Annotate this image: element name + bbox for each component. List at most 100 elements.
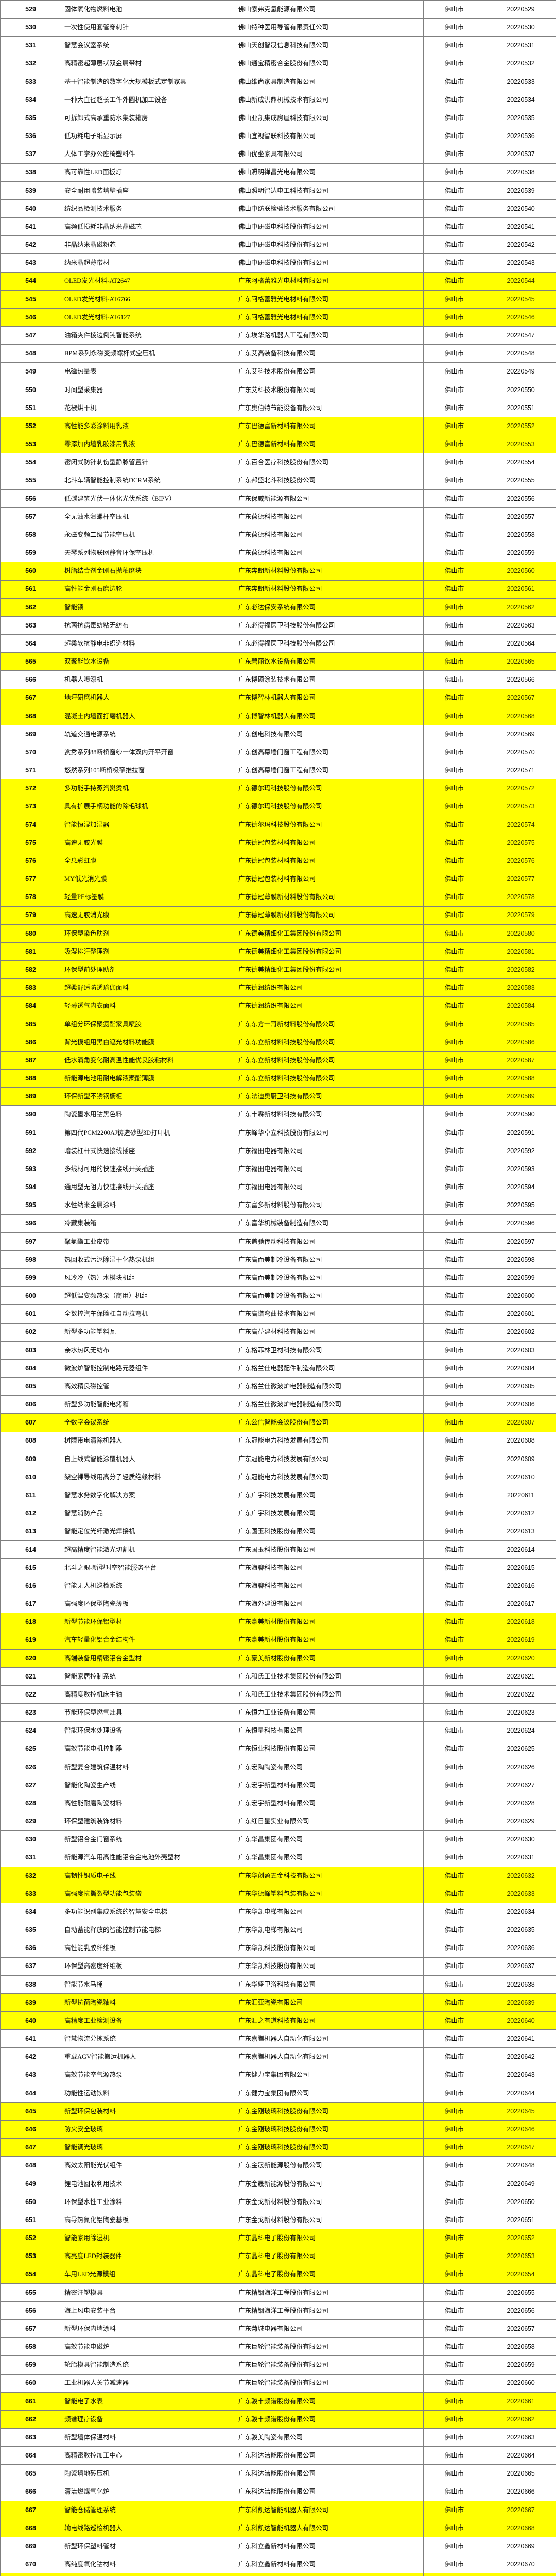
table-row[interactable]: 661 智能电子水表 广东骏丰频谱股份有限公司 佛山市 20220661 xyxy=(0,2392,556,2411)
table-row[interactable]: 558 永磁变频二级节能空压机 广东葆德科技有限公司 佛山市 20220558 xyxy=(0,525,556,545)
cell-serial-number[interactable]: 627 xyxy=(0,1775,61,1795)
cell-company-name[interactable]: 广东金戈新材料股份有限公司 xyxy=(235,2192,424,2211)
cell-product-name[interactable]: 新型节能环保铝型材 xyxy=(61,1613,235,1632)
cell-company-name[interactable]: 广东豪美新材股份有限公司 xyxy=(235,1613,424,1632)
cell-serial-number[interactable]: 666 xyxy=(0,2482,61,2501)
cell-record-code[interactable]: 20220538 xyxy=(485,163,556,182)
cell-serial-number[interactable]: 646 xyxy=(0,2120,61,2139)
cell-product-name[interactable]: 新型环保内墙涂料 xyxy=(61,2319,235,2338)
cell-company-name[interactable]: 广东金刚玻璃科技股份有限公司 xyxy=(235,2102,424,2121)
cell-record-code[interactable]: 20220640 xyxy=(485,2011,556,2030)
table-row[interactable]: 543 纳米晶超薄带材 佛山中研磁电科技股份有限公司 佛山市 20220543 xyxy=(0,253,556,273)
cell-record-code[interactable]: 20220552 xyxy=(485,416,556,436)
cell-city[interactable]: 佛山市 xyxy=(423,2500,485,2519)
cell-company-name[interactable]: 广东高谱弯曲技术有限公司 xyxy=(235,1304,424,1324)
cell-serial-number[interactable]: 580 xyxy=(0,924,61,943)
cell-company-name[interactable]: 广东阿格蕾雅光电材料有限公司 xyxy=(235,290,424,309)
cell-serial-number[interactable]: 552 xyxy=(0,416,61,436)
cell-record-code[interactable]: 20220560 xyxy=(485,562,556,581)
cell-product-name[interactable]: 热回收式污泥除湿干化热泵机组 xyxy=(61,1250,235,1269)
cell-record-code[interactable]: 20220631 xyxy=(485,1848,556,1867)
cell-serial-number[interactable]: 532 xyxy=(0,54,61,73)
cell-record-code[interactable]: 20220540 xyxy=(485,199,556,218)
table-row[interactable]: 628 高性能耐磨陶瓷材料 广东宏宇新型材料有限公司 佛山市 20220628 xyxy=(0,1794,556,1813)
cell-record-code[interactable]: 20220671 xyxy=(485,2573,556,2576)
cell-product-name[interactable]: 智能定位光纤激光焊接机 xyxy=(61,1522,235,1541)
table-row[interactable]: 647 智能调光玻璃 广东金刚玻璃科技股份有限公司 佛山市 20220647 xyxy=(0,2138,556,2157)
cell-city[interactable]: 佛山市 xyxy=(423,507,485,526)
cell-product-name[interactable]: 高性能金刚石磨边轮 xyxy=(61,580,235,599)
cell-serial-number[interactable]: 615 xyxy=(0,1558,61,1577)
cell-serial-number[interactable]: 638 xyxy=(0,1975,61,1994)
table-row[interactable]: 625 高效节能电机控制器 广东恒业科技股份有限公司 佛山市 20220625 xyxy=(0,1739,556,1758)
table-row[interactable]: 641 智慧物流分拣系统 广东嘉腾机器人自动化有限公司 佛山市 20220641 xyxy=(0,2029,556,2048)
cell-company-name[interactable]: 广东格兰仕微波炉电器制造有限公司 xyxy=(235,1377,424,1396)
cell-product-name[interactable]: 赏秀系列88断桥窗纱一体双内开平开窗 xyxy=(61,743,235,762)
table-row[interactable]: 606 新型多功能智能电烤箱 广东格兰仕微波炉电器制造有限公司 佛山市 20220606 xyxy=(0,1395,556,1414)
cell-company-name[interactable]: 广东金刚玻璃科技股份有限公司 xyxy=(235,2138,424,2157)
cell-company-name[interactable]: 广东创高幕墙门窗工程有限公司 xyxy=(235,743,424,762)
cell-company-name[interactable]: 广东德美精细化工集团股份有限公司 xyxy=(235,942,424,961)
cell-company-name[interactable]: 广东德润纺织有限公司 xyxy=(235,978,424,997)
table-row[interactable]: 549 电磁热量表 广东艾科技术股份有限公司 佛山市 20220549 xyxy=(0,362,556,381)
cell-city[interactable]: 佛山市 xyxy=(423,2555,485,2574)
cell-city[interactable]: 佛山市 xyxy=(423,1957,485,1976)
table-row[interactable]: 668 输电线路巡检机器人 广东科凯达智能机器人有限公司 佛山市 20220668 xyxy=(0,2518,556,2538)
cell-city[interactable]: 佛山市 xyxy=(423,127,485,146)
cell-record-code[interactable]: 20220533 xyxy=(485,72,556,91)
cell-serial-number[interactable]: 555 xyxy=(0,471,61,490)
cell-serial-number[interactable]: 597 xyxy=(0,1232,61,1251)
cell-company-name[interactable]: 广东健力宝集团有限公司 xyxy=(235,2065,424,2084)
cell-product-name[interactable]: 聚氨酯工业皮带 xyxy=(61,1232,235,1251)
cell-product-name[interactable]: 花椒烘干机 xyxy=(61,398,235,417)
table-row[interactable]: 534 一种大直径超长工件外圆机加工设备 佛山新成洪鼎机械技术有限公司 佛山市 2022… xyxy=(0,90,556,110)
cell-record-code[interactable]: 20220569 xyxy=(485,724,556,744)
cell-company-name[interactable]: 广东冠能电力科技发展有限公司 xyxy=(235,1431,424,1450)
cell-serial-number[interactable]: 568 xyxy=(0,706,61,725)
cell-serial-number[interactable]: 608 xyxy=(0,1431,61,1450)
cell-serial-number[interactable]: 663 xyxy=(0,2428,61,2447)
cell-record-code[interactable]: 20220657 xyxy=(485,2319,556,2338)
cell-serial-number[interactable]: 534 xyxy=(0,90,61,110)
table-row[interactable]: 631 新能源汽车用高性能铝合金电池外壳型材 广东华昌集团有限公司 佛山市 202206… xyxy=(0,1848,556,1867)
table-row[interactable]: 565 双聚能饮水设备 广东碧丽饮水设备有限公司 佛山市 20220565 xyxy=(0,652,556,671)
cell-company-name[interactable]: 广东科达洁能股份有限公司 xyxy=(235,2464,424,2483)
cell-record-code[interactable]: 20220651 xyxy=(485,2210,556,2230)
cell-serial-number[interactable]: 598 xyxy=(0,1250,61,1269)
table-row[interactable]: 556 低碳建筑光伏一体化光伏系统（BIPV） 广东保威新能源有限公司 佛山市 2022… xyxy=(0,489,556,508)
cell-record-code[interactable]: 20220647 xyxy=(485,2138,556,2157)
table-row[interactable]: 627 智能化陶瓷生产线 广东宏宇新型材料有限公司 佛山市 20220627 xyxy=(0,1775,556,1795)
cell-product-name[interactable]: 智能环保水处理设备 xyxy=(61,1721,235,1740)
cell-record-code[interactable]: 20220535 xyxy=(485,109,556,128)
cell-serial-number[interactable]: 661 xyxy=(0,2392,61,2411)
cell-city[interactable]: 佛山市 xyxy=(423,1775,485,1795)
cell-serial-number[interactable]: 657 xyxy=(0,2319,61,2338)
cell-city[interactable]: 佛山市 xyxy=(423,272,485,291)
table-row[interactable]: 629 环保型建筑装饰材料 广东红日星实业有限公司 佛山市 20220629 xyxy=(0,1812,556,1831)
cell-record-code[interactable]: 20220532 xyxy=(485,54,556,73)
cell-product-name[interactable]: 陶瓷墨水用钴黑色料 xyxy=(61,1105,235,1124)
cell-city[interactable]: 佛山市 xyxy=(423,344,485,363)
cell-record-code[interactable]: 20220615 xyxy=(485,1558,556,1577)
cell-product-name[interactable]: 油箱夹件棱边倒钝智能系统 xyxy=(61,326,235,345)
cell-city[interactable]: 佛山市 xyxy=(423,2229,485,2248)
cell-company-name[interactable]: 广东巨轮智能装备股份有限公司 xyxy=(235,2374,424,2393)
cell-serial-number[interactable]: 660 xyxy=(0,2374,61,2393)
cell-record-code[interactable]: 20220658 xyxy=(485,2337,556,2357)
cell-record-code[interactable]: 20220550 xyxy=(485,380,556,399)
cell-city[interactable]: 佛山市 xyxy=(423,1359,485,1378)
cell-product-name[interactable]: 输电线路巡检机器人 xyxy=(61,2518,235,2538)
table-row[interactable]: 533 基于智能制造的数字化大规模板式定制家具 佛山维尚家具制造有限公司 佛山市 202… xyxy=(0,72,556,91)
cell-record-code[interactable]: 20220644 xyxy=(485,2083,556,2103)
cell-company-name[interactable]: 广东葆德科技有限公司 xyxy=(235,525,424,545)
table-row[interactable]: 636 高性能乳胶纤维板 广东华凯科技股份有限公司 佛山市 20220636 xyxy=(0,1939,556,1958)
cell-record-code[interactable]: 20220635 xyxy=(485,1921,556,1940)
cell-serial-number[interactable]: 542 xyxy=(0,235,61,255)
cell-serial-number[interactable]: 614 xyxy=(0,1540,61,1559)
cell-product-name[interactable]: 超柔舒适防透瑜伽面料 xyxy=(61,978,235,997)
cell-product-name[interactable]: 超低温变频热泵（商用）机组 xyxy=(61,1286,235,1306)
table-row[interactable]: 597 聚氨酯工业皮带 广东盖驰传动科技有限公司 佛山市 20220597 xyxy=(0,1232,556,1251)
cell-record-code[interactable]: 20220622 xyxy=(485,1685,556,1704)
cell-product-name[interactable]: 双聚能饮水设备 xyxy=(61,652,235,671)
cell-product-name[interactable]: 高效节能电磁炉 xyxy=(61,2337,235,2357)
